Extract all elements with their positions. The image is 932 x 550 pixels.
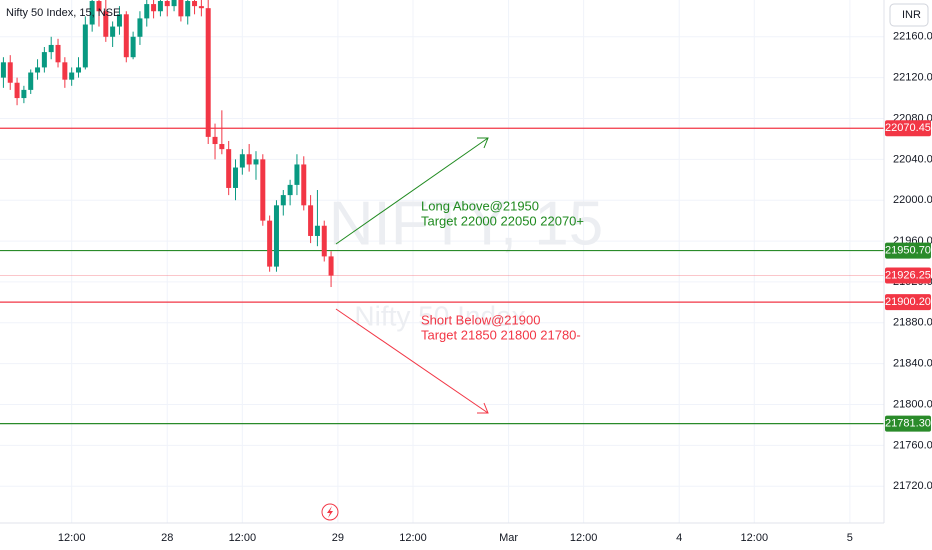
x-tick-label: 12:00 bbox=[58, 532, 86, 544]
candle-body bbox=[69, 72, 75, 80]
candle-body bbox=[287, 184, 293, 196]
price-badge-label: 21900.20 bbox=[885, 296, 931, 308]
y-tick-label: 22120.00 bbox=[893, 72, 932, 84]
chart-title: Nifty 50 Index, 15, NSE bbox=[6, 7, 120, 19]
candle-body bbox=[62, 62, 68, 80]
candle-body bbox=[198, 6, 204, 9]
x-tick-label: 29 bbox=[332, 532, 344, 544]
currency-label[interactable]: INR bbox=[902, 9, 921, 21]
candle-body bbox=[185, 1, 191, 17]
watermark-symbol: NIFTY, 15 bbox=[329, 189, 604, 258]
currency-button[interactable] bbox=[889, 3, 929, 27]
arrow-up bbox=[335, 137, 489, 245]
annotation: Target 21850 21800 21780- bbox=[421, 327, 581, 342]
price-lines bbox=[0, 127, 884, 425]
candle-body bbox=[314, 225, 320, 236]
event-icon bbox=[321, 503, 339, 521]
candle-body bbox=[103, 11, 109, 37]
candle-body bbox=[178, 0, 184, 17]
price-badge bbox=[885, 120, 931, 137]
y-tick-label: 21800.00 bbox=[893, 398, 932, 410]
candle-body bbox=[205, 8, 211, 137]
price-badge-label: 21781.30 bbox=[885, 418, 931, 430]
y-tick-label: 21880.00 bbox=[893, 317, 932, 329]
watermark-name: Nifty 50 Index bbox=[354, 300, 525, 331]
price-badge bbox=[885, 415, 931, 432]
candle-body bbox=[55, 44, 61, 63]
candle-body bbox=[253, 159, 259, 165]
y-tick-label: 22040.00 bbox=[893, 153, 932, 165]
candle-body bbox=[328, 256, 334, 276]
candle-body bbox=[219, 144, 225, 150]
candle-body bbox=[82, 24, 88, 68]
candle-body bbox=[130, 36, 136, 58]
price-badge-label: 21926.25 bbox=[885, 269, 931, 281]
candle-body bbox=[96, 1, 102, 12]
candle-body bbox=[273, 205, 279, 267]
candle-body bbox=[280, 195, 286, 206]
y-tick-label: 22000.00 bbox=[893, 194, 932, 206]
candle-body bbox=[89, 1, 95, 25]
candle-body bbox=[164, 1, 170, 7]
candle-body bbox=[48, 44, 54, 53]
y-tick-label: 21840.00 bbox=[893, 358, 932, 370]
price-badge-label: 22070.45 bbox=[885, 122, 931, 134]
price-badge bbox=[885, 267, 931, 284]
candle-body bbox=[308, 205, 314, 236]
y-tick-label: 22160.00 bbox=[893, 31, 932, 43]
candle-body bbox=[321, 225, 327, 257]
candle-body bbox=[239, 154, 245, 168]
candle-body bbox=[76, 67, 82, 73]
candle-body bbox=[123, 14, 129, 58]
y-tick-label: 21760.00 bbox=[893, 439, 932, 451]
candles bbox=[0, 0, 334, 288]
candle-body bbox=[246, 154, 252, 165]
candle-body bbox=[226, 149, 232, 188]
x-tick-label: 12:00 bbox=[399, 532, 427, 544]
annotation: Short Below@21900 bbox=[421, 312, 540, 327]
x-tick-label: 12:00 bbox=[229, 532, 257, 544]
price-badge-label: 21950.70 bbox=[885, 244, 931, 256]
candle-body bbox=[28, 72, 34, 90]
candle-body bbox=[7, 62, 13, 83]
x-tick-label: 28 bbox=[161, 532, 173, 544]
grid bbox=[0, 0, 884, 523]
x-tick-label: 4 bbox=[676, 532, 682, 544]
price-badge bbox=[885, 294, 931, 311]
candle-body bbox=[294, 164, 300, 185]
candle-body bbox=[116, 14, 122, 27]
candle-body bbox=[233, 167, 239, 188]
candle-body bbox=[171, 0, 177, 7]
candle-body bbox=[137, 18, 143, 37]
candle-body bbox=[192, 1, 198, 7]
annotation: Long Above@21950 bbox=[421, 198, 539, 213]
candle-body bbox=[267, 220, 273, 267]
x-tick-label: 5 bbox=[847, 532, 853, 544]
candle-body bbox=[144, 4, 150, 19]
candle-body bbox=[151, 4, 157, 12]
candle-body bbox=[41, 52, 47, 68]
x-tick-label: 12:00 bbox=[741, 532, 769, 544]
candle-body bbox=[260, 159, 266, 221]
candle-body bbox=[301, 164, 307, 206]
axis: 21720.00 21760.00 21800.00 21840.00 21880.00… bbox=[58, 31, 932, 544]
price-badge bbox=[885, 242, 931, 259]
candle-body bbox=[35, 67, 41, 73]
x-tick-label: 12:00 bbox=[570, 532, 598, 544]
y-tick-label: 21720.00 bbox=[893, 480, 932, 492]
arrow-down bbox=[335, 308, 489, 414]
annotation: Target 22000 22050 22070+ bbox=[421, 213, 584, 228]
candle-body bbox=[0, 62, 6, 78]
candle-body bbox=[14, 82, 20, 99]
candle-body bbox=[157, 1, 163, 12]
candle-body bbox=[21, 89, 27, 99]
candle-body bbox=[212, 136, 218, 145]
candle-body bbox=[110, 26, 116, 37]
x-tick-label: Mar bbox=[499, 532, 518, 544]
